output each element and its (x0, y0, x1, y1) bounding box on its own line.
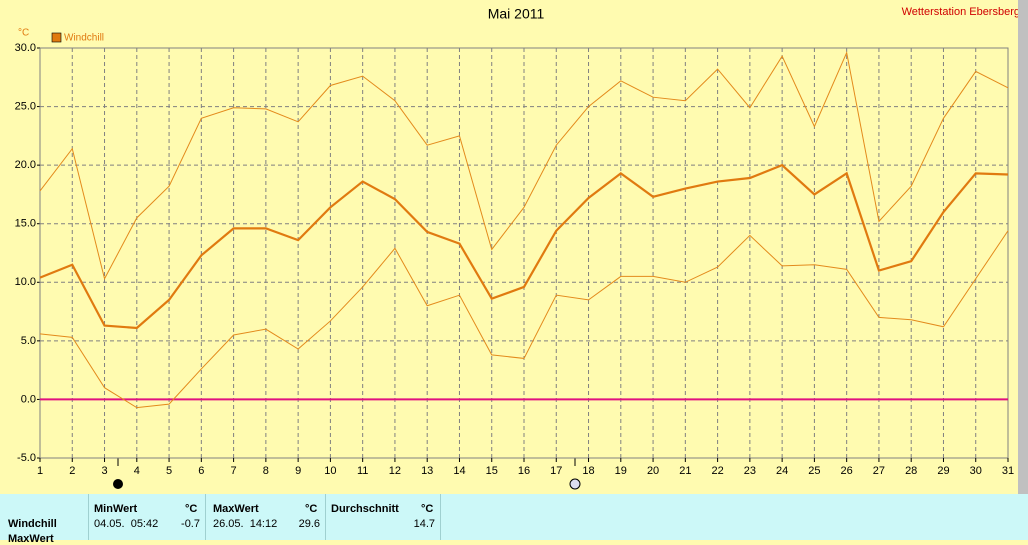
x-tick-label: 5 (166, 465, 172, 477)
x-tick-label: 24 (776, 465, 788, 477)
x-tick-label: 23 (744, 465, 756, 477)
x-tick-label: 1 (37, 465, 43, 477)
x-tick-label: 15 (486, 465, 498, 477)
x-tick-label: 31 (1002, 465, 1014, 477)
scroll-edge (1018, 0, 1028, 494)
x-tick-label: 12 (389, 465, 401, 477)
x-tick-label: 21 (679, 465, 691, 477)
y-tick-label: -5.0 (17, 452, 36, 464)
cell-value: 29.6 (298, 518, 320, 530)
series-line (39, 163, 1009, 330)
x-tick-label: 7 (231, 465, 237, 477)
cell-time: 26.05. 14:12 (213, 518, 278, 530)
x-tick-label: 6 (198, 465, 204, 477)
column-unit: °C (421, 503, 434, 515)
moon-icons (113, 454, 581, 490)
chart: Mai 2011 Wetterstation Ebersberg °C -5.0… (15, 0, 1028, 494)
x-tick-label: 2 (69, 465, 75, 477)
column-unit: °C (305, 503, 318, 515)
column-header: MinWert (94, 503, 138, 515)
y-tick-label: 25.0 (15, 100, 36, 112)
y-tick-label: 20.0 (15, 159, 36, 171)
x-tick-label: 26 (841, 465, 853, 477)
x-tick-label: 20 (647, 465, 659, 477)
station-name: Wetterstation Ebersberg (902, 6, 1020, 18)
row-label: MaxWert (8, 533, 54, 545)
series-line (39, 51, 1009, 281)
x-tick-label: 14 (453, 465, 465, 477)
y-tick-label: 5.0 (21, 335, 36, 347)
x-tick-label: 29 (937, 465, 949, 477)
y-tick-label: 0.0 (21, 393, 36, 405)
series-line (39, 230, 1009, 409)
column-header: MaxWert (213, 503, 259, 515)
legend-swatch (51, 32, 62, 43)
cell-value: 14.7 (413, 518, 435, 530)
y-unit: °C (18, 28, 29, 39)
x-tick-label: 16 (518, 465, 530, 477)
y-tick-label: 10.0 (15, 276, 36, 288)
x-tick-label: 13 (421, 465, 433, 477)
x-tick-label: 19 (615, 465, 627, 477)
x-tick-label: 17 (550, 465, 562, 477)
chart-title: Mai 2011 (488, 6, 545, 22)
x-tick-label: 9 (295, 465, 301, 477)
stats-panel: MinWert °C MaxWert °C Durchschnitt °C Wi… (0, 494, 1028, 545)
x-tick-label: 22 (711, 465, 723, 477)
x-tick-label: 25 (808, 465, 820, 477)
x-tick-label: 28 (905, 465, 917, 477)
column-header: Durchschnitt (331, 503, 399, 515)
row-label: Windchill (8, 518, 57, 530)
x-tick-label: 30 (970, 465, 982, 477)
x-tick-label: 4 (134, 465, 140, 477)
y-tick-label: 30.0 (15, 42, 36, 54)
x-tick-label: 27 (873, 465, 885, 477)
x-tick-label: 3 (101, 465, 107, 477)
cell-time: 04.05. 05:42 (94, 518, 159, 530)
x-tick-label: 11 (357, 465, 368, 477)
legend-label: Windchill (64, 33, 104, 44)
y-tick-label: 15.0 (15, 218, 36, 230)
column-unit: °C (185, 503, 198, 515)
x-tick-label: 18 (582, 465, 594, 477)
cell-value: -0.7 (181, 518, 200, 530)
x-tick-label: 8 (263, 465, 269, 477)
x-tick-label: 10 (324, 465, 336, 477)
